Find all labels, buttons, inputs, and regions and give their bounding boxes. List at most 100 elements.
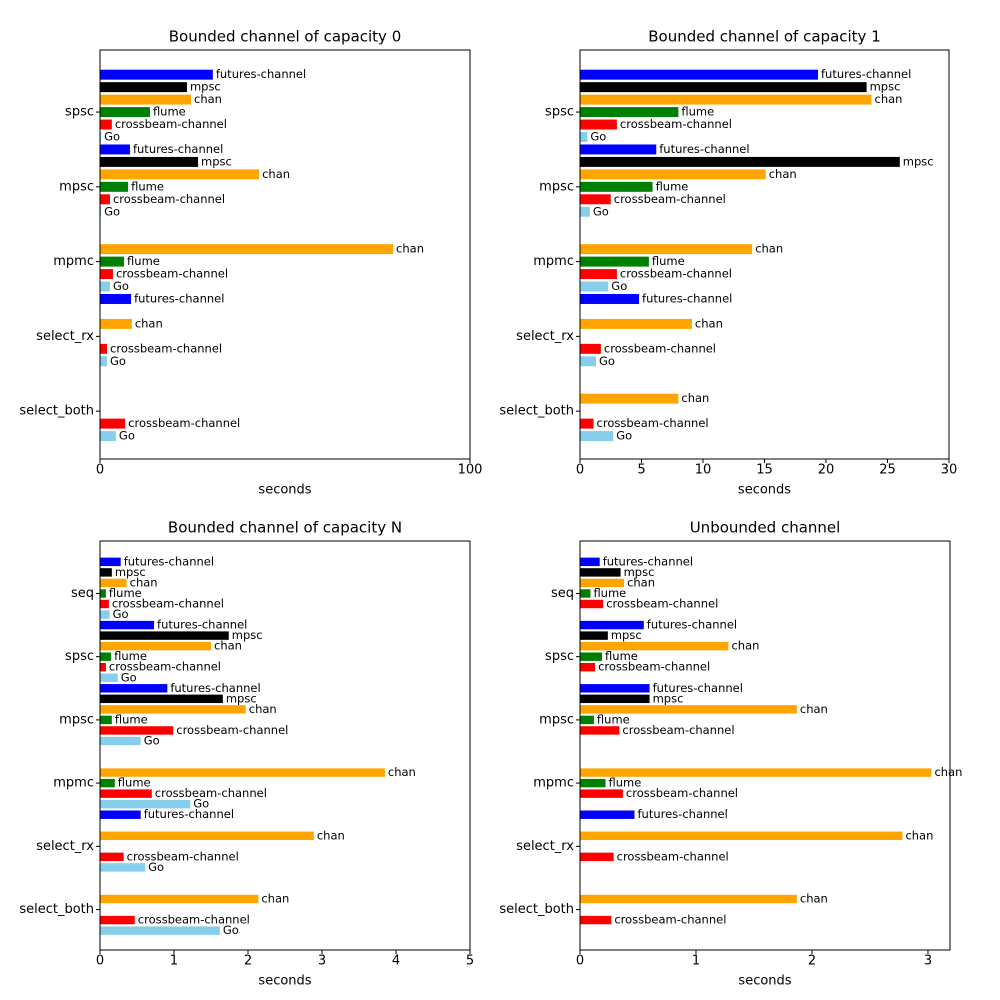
bar-label: Go <box>113 607 129 621</box>
bar <box>100 343 108 354</box>
bar <box>100 768 385 777</box>
bar-label: futures-channel <box>653 681 743 695</box>
bar <box>100 589 106 598</box>
bar-label: futures-channel <box>642 291 732 305</box>
bar-label: flume <box>109 586 142 600</box>
bar <box>100 915 135 925</box>
bar-label: crossbeam-channel <box>620 117 732 131</box>
y-tick-label: seq <box>551 586 574 601</box>
bar-label: crossbeam-channel <box>112 597 224 611</box>
bar <box>580 599 604 609</box>
y-tick-label: spsc <box>545 649 574 664</box>
bar <box>100 281 110 292</box>
bar-label: Go <box>121 670 137 684</box>
bar-label: flume <box>597 712 630 726</box>
bar <box>100 578 127 588</box>
bar <box>580 244 753 255</box>
bar <box>100 69 213 80</box>
bar-label: Go <box>193 797 209 811</box>
bar <box>100 926 220 935</box>
bar <box>100 789 152 798</box>
bar-label: chan <box>214 639 242 653</box>
bar-label: mpsc <box>624 565 655 579</box>
bar <box>100 107 150 118</box>
bar <box>580 194 611 205</box>
bar-label: mpsc <box>903 154 934 168</box>
bar-label: chan <box>695 316 723 330</box>
bar <box>100 557 121 567</box>
bar <box>580 169 766 180</box>
bar <box>580 431 614 442</box>
bar-label: crossbeam-channel <box>128 416 240 430</box>
bar <box>580 318 692 329</box>
bar <box>100 736 141 746</box>
y-tick-label: mpmc <box>53 776 94 791</box>
bar <box>580 631 608 640</box>
bar <box>580 94 872 105</box>
y-tick-label: spsc <box>65 649 94 664</box>
bar <box>580 119 617 130</box>
bar <box>100 652 112 661</box>
bar <box>100 663 106 672</box>
bar-label: chan <box>194 92 222 106</box>
bar <box>580 652 603 661</box>
y-tick-label: mpmc <box>533 776 574 791</box>
bar <box>100 726 174 735</box>
chart-title: Bounded channel of capacity 1 <box>648 28 881 46</box>
bar <box>580 281 609 292</box>
bar-label: crossbeam-channel <box>176 723 288 737</box>
bar <box>580 778 606 788</box>
bar-label: chan <box>135 316 163 330</box>
bar <box>580 568 621 577</box>
x-tick-label: 10 <box>695 463 712 478</box>
x-axis-label: seconds <box>738 974 791 989</box>
bar-label: flume <box>656 179 689 193</box>
plot-frame <box>579 49 950 460</box>
bar-label: flume <box>652 254 685 268</box>
bar-label: flume <box>114 649 147 663</box>
bar-label: chan <box>388 765 416 779</box>
bar-label: crossbeam-channel <box>115 117 227 131</box>
bar <box>580 768 932 777</box>
bar-label: crossbeam-channel <box>617 849 729 863</box>
y-tick-label: select_rx <box>516 839 574 854</box>
bar <box>580 131 588 142</box>
bar <box>580 107 679 118</box>
bar <box>580 82 867 93</box>
y-tick-label: mpsc <box>539 712 574 727</box>
bar <box>100 82 187 93</box>
y-tick-label: mpmc <box>53 254 94 269</box>
bar-label: futures-channel <box>216 67 306 81</box>
bar <box>580 810 635 819</box>
bar-label: flume <box>153 105 186 119</box>
bar-label: mpsc <box>232 628 263 642</box>
bar <box>100 318 132 329</box>
bar <box>100 610 110 619</box>
bar <box>100 599 109 609</box>
bar-label: Go <box>144 733 160 747</box>
bar <box>580 557 600 567</box>
x-axis-label: seconds <box>258 483 311 498</box>
bar <box>580 715 594 725</box>
y-tick-label: mpsc <box>59 712 94 727</box>
bar-label: crossbeam-channel <box>606 597 718 611</box>
bar-label: Go <box>593 204 609 218</box>
bar-label: futures-channel <box>170 681 260 695</box>
y-tick-label: mpsc <box>59 179 94 194</box>
y-tick-label: select_rx <box>36 839 94 854</box>
bar <box>580 663 596 672</box>
bar-label: chan <box>905 828 933 842</box>
bar-label: chan <box>769 167 797 181</box>
x-tick-label: 4 <box>392 954 400 969</box>
x-tick-label: 0 <box>576 463 584 478</box>
bar-label: chan <box>800 892 828 906</box>
bar-label: Go <box>119 429 135 443</box>
bar-label: chan <box>681 391 709 405</box>
bar <box>100 799 191 809</box>
bar-label: crossbeam-channel <box>110 341 222 355</box>
bar-label: Go <box>113 279 129 293</box>
x-tick-label: 0 <box>96 463 104 478</box>
bar <box>100 810 141 819</box>
bar <box>100 431 116 442</box>
